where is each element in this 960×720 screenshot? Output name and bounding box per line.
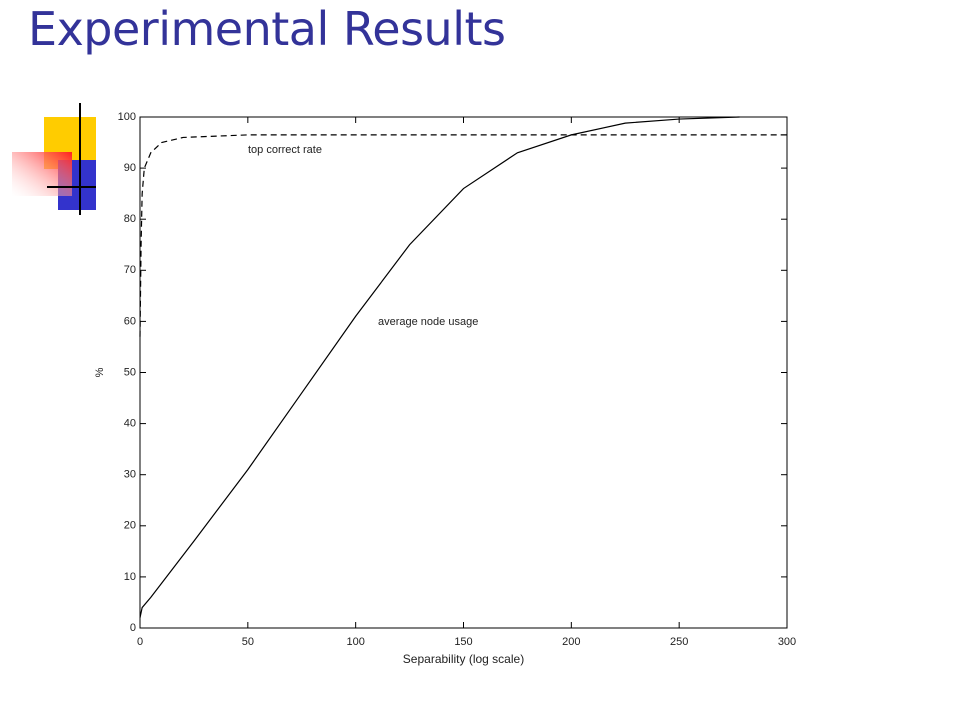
series-label: average node usage: [378, 316, 478, 328]
y-tick-label: 50: [124, 366, 136, 378]
y-tick-label: 40: [124, 418, 136, 430]
x-axis-label: Separability (log scale): [403, 652, 524, 666]
y-tick-label: 0: [130, 622, 136, 634]
x-tick-label: 150: [454, 636, 472, 648]
x-tick-label: 50: [242, 636, 254, 648]
series-line: [139, 116, 740, 618]
x-tick-label: 200: [562, 636, 580, 648]
y-tick-label: 90: [124, 162, 136, 174]
y-tick-label: 10: [124, 571, 136, 583]
x-tick-label: 0: [137, 636, 143, 648]
y-tick-label: 60: [124, 315, 136, 327]
x-tick-label: 100: [346, 636, 364, 648]
y-tick-label: 30: [124, 469, 136, 481]
y-tick-label: 70: [124, 264, 136, 276]
y-tick-label: 80: [124, 213, 136, 225]
x-tick-label: 250: [670, 636, 688, 648]
decoration: [12, 103, 96, 215]
slide-title: Experimental Results: [28, 2, 506, 56]
y-tick-label: 20: [124, 520, 136, 532]
plot-frame: [139, 116, 788, 629]
series-line: [139, 134, 787, 337]
y-tick-label: 100: [118, 111, 136, 123]
x-tick-label: 300: [778, 636, 796, 648]
series-label: top correct rate: [248, 144, 322, 156]
y-axis-label: %: [94, 367, 106, 377]
